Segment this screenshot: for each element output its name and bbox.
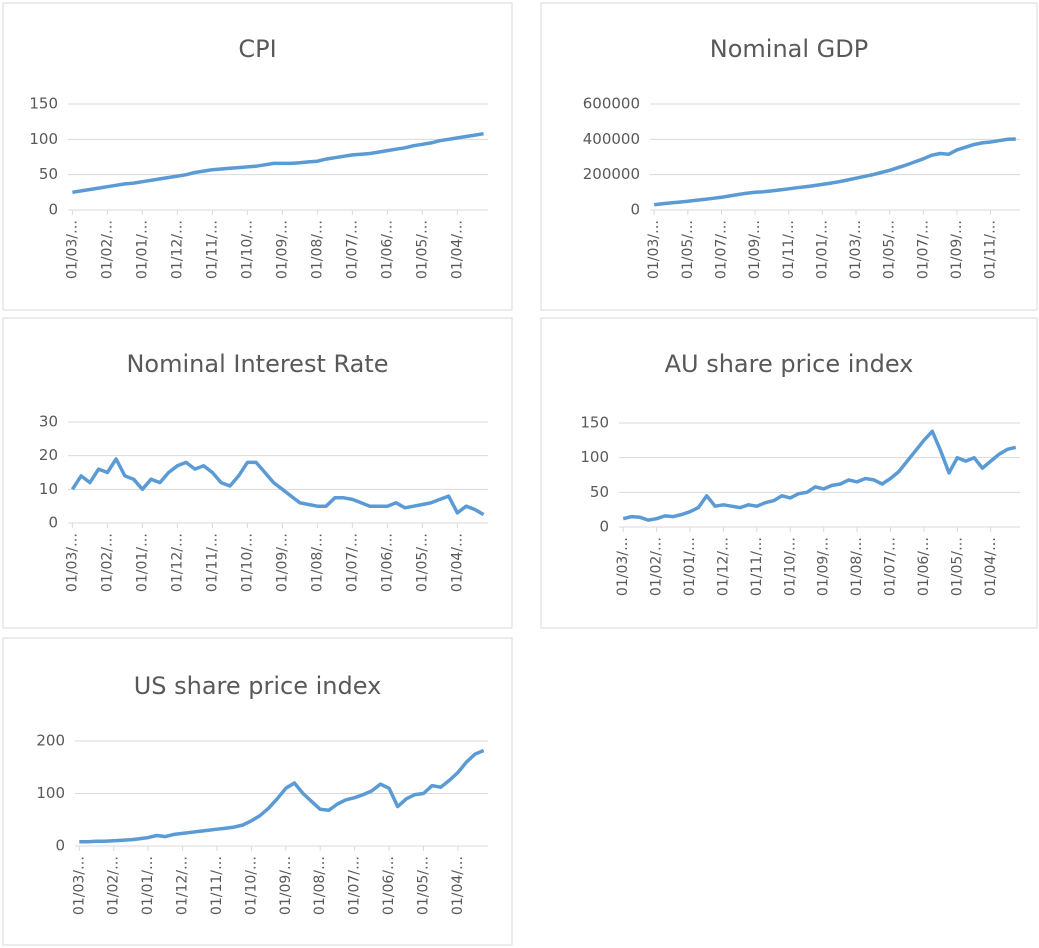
x-tick-label: 01/11/…: [781, 220, 797, 279]
x-tick-label: 01/03/…: [646, 220, 662, 279]
x-tick-label: 01/04/…: [449, 220, 465, 279]
chart: US share price index 0 100 200 01/03/… 01/02/…: [2, 637, 513, 946]
x-tick-label: 01/02/…: [106, 856, 122, 915]
y-tick-label: 100: [580, 448, 609, 466]
chart-title: Nominal GDP: [710, 35, 868, 63]
y-tick-label: 0: [599, 518, 609, 536]
chart: Nominal Interest Rate 0 10 20 30 01/03/… 01/02…: [2, 317, 513, 629]
x-tick-label: 01/02/…: [99, 220, 115, 279]
x-tick-label: 01/07/…: [344, 533, 360, 592]
x-tick-label: 01/03/…: [71, 856, 87, 915]
x-tick-label: 01/05/…: [414, 533, 430, 592]
x-tick-label: 01/10/…: [243, 856, 259, 915]
x-tick-label: 01/05/…: [949, 537, 965, 596]
series-line: [79, 748, 485, 844]
chart-title: US share price index: [134, 672, 382, 700]
x-tick-label: 01/11/…: [209, 856, 225, 915]
x-tick-label: 01/11/…: [749, 537, 765, 596]
x-tick-label: 01/06/…: [381, 856, 397, 915]
x-tick-label: 01/02/…: [649, 537, 665, 596]
x-tick-label: 01/05/…: [414, 220, 430, 279]
x-tick-label: 01/06/…: [379, 533, 395, 592]
chart-frame: [2, 317, 513, 629]
chart: AU share price index 0 50 100 150 01/03/… 01/0…: [540, 317, 1038, 629]
series-line: [72, 131, 484, 195]
x-tick-label: 01/10/…: [239, 220, 255, 279]
y-tick-label: 0: [55, 837, 65, 855]
x-tick-label: 01/10/…: [782, 537, 798, 596]
x-tick-label: 01/09/…: [816, 537, 832, 596]
x-tick-label: 01/11/…: [204, 533, 220, 592]
y-tick-label: 150: [580, 414, 609, 432]
x-tick-label: 01/07/…: [344, 220, 360, 279]
x-tick-label: 01/04/…: [449, 533, 465, 592]
x-tick-label: 01/12/…: [169, 533, 185, 592]
y-tick-label: 100: [36, 784, 65, 802]
y-tick-label: 400000: [583, 130, 640, 148]
y-tick-label: 200000: [583, 165, 640, 183]
x-tick-label: 01/12/…: [169, 220, 185, 279]
x-tick-label: 01/12/…: [175, 856, 191, 915]
x-tick-label: 01/11/…: [204, 220, 220, 279]
x-tick-label: 01/09/…: [278, 856, 294, 915]
x-tick-label: 01/01/…: [140, 856, 156, 915]
chart-frame: [2, 2, 513, 311]
y-tick-label: 600000: [583, 95, 640, 113]
x-tick-label: 01/01/…: [682, 537, 698, 596]
x-tick-label: 01/06/…: [916, 537, 932, 596]
y-tick-label: 150: [29, 95, 58, 113]
chart-frame: [540, 317, 1038, 629]
x-tick-label: 01/08/…: [849, 537, 865, 596]
x-tick-label: 01/07/…: [347, 856, 363, 915]
y-tick-label: 0: [48, 201, 58, 219]
y-tick-label: 100: [29, 130, 58, 148]
chart-title: AU share price index: [665, 350, 914, 378]
chart: Nominal GDP 0 200000 400000 600000 01/03/… 01/…: [540, 2, 1038, 311]
x-tick-label: 01/12/…: [715, 537, 731, 596]
x-tick-label: 01/02/…: [99, 533, 115, 592]
x-tick-label: 01/05/…: [680, 220, 696, 279]
x-tick-label: 01/07/…: [915, 220, 931, 279]
series-line: [654, 137, 1016, 207]
y-tick-label: 0: [630, 201, 640, 219]
y-tick-label: 50: [39, 165, 58, 183]
x-tick-label: 01/09/…: [747, 220, 763, 279]
y-tick-label: 20: [39, 446, 58, 464]
x-tick-label: 01/03/…: [64, 220, 80, 279]
x-tick-label: 01/06/…: [379, 220, 395, 279]
x-tick-label: 01/01/…: [134, 220, 150, 279]
y-tick-label: 0: [48, 514, 58, 532]
x-tick-label: 01/03/…: [64, 533, 80, 592]
x-tick-label: 01/11/…: [983, 220, 999, 279]
x-tick-label: 01/08/…: [312, 856, 328, 915]
x-tick-label: 01/05/…: [415, 856, 431, 915]
x-tick-label: 01/08/…: [309, 220, 325, 279]
y-tick-label: 200: [36, 732, 65, 750]
chart-title: Nominal Interest Rate: [126, 350, 388, 378]
x-tick-label: 01/05/…: [882, 220, 898, 279]
chart: CPI 0 50 100 150 01/03/… 01/02/… 01/01/… 01/12/……: [2, 2, 513, 311]
x-tick-label: 01/09/…: [274, 220, 290, 279]
chart-frame: [540, 2, 1038, 311]
x-tick-label: 01/07/…: [883, 537, 899, 596]
x-tick-label: 01/03/…: [848, 220, 864, 279]
x-tick-label: 01/03/…: [615, 537, 631, 596]
x-tick-label: 01/09/…: [274, 533, 290, 592]
series-line: [70, 457, 485, 517]
series-line: [622, 429, 1017, 522]
chart-title: CPI: [238, 35, 276, 63]
x-tick-label: 01/07/…: [713, 220, 729, 279]
x-tick-label: 01/04/…: [450, 856, 466, 915]
x-tick-label: 01/01/…: [814, 220, 830, 279]
y-tick-label: 50: [590, 483, 609, 501]
x-tick-label: 01/10/…: [239, 533, 255, 592]
x-tick-label: 01/01/…: [134, 533, 150, 592]
y-tick-label: 10: [39, 480, 58, 498]
x-tick-label: 01/04/…: [983, 537, 999, 596]
x-tick-label: 01/09/…: [949, 220, 965, 279]
y-tick-label: 30: [39, 413, 58, 431]
x-tick-label: 01/08/…: [309, 533, 325, 592]
